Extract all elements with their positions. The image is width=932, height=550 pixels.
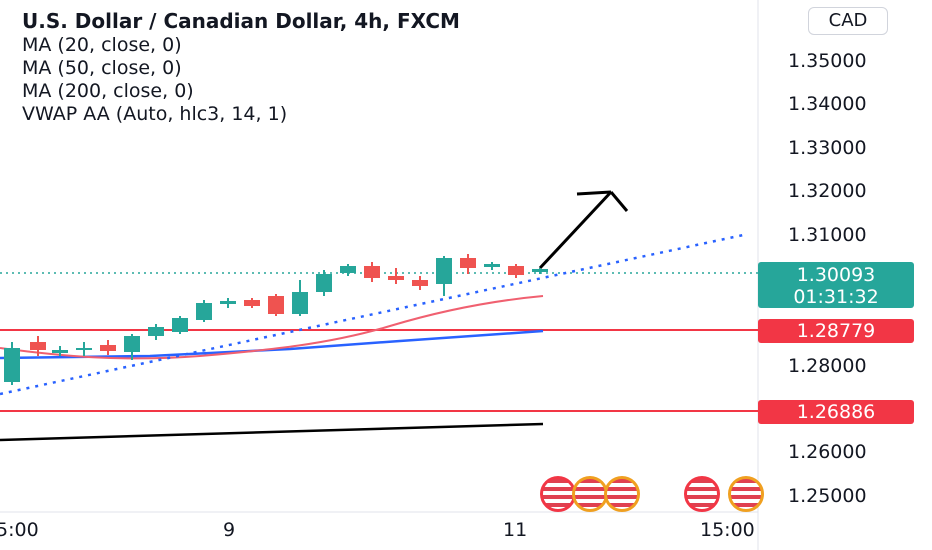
level-tag-2: 1.26886 (758, 400, 914, 424)
candle-body (460, 258, 476, 268)
currency-badge[interactable]: CAD (808, 7, 888, 35)
indicator-ma20[interactable]: MA (20, close, 0) (22, 34, 182, 56)
long-trend-line (0, 422, 544, 442)
candle-body (100, 345, 116, 351)
candle-body (532, 269, 548, 272)
current-price-value: 1.30093 (796, 264, 876, 286)
chart-legend[interactable]: U.S. Dollar / Canadian Dollar, 4h, FXCM … (22, 8, 460, 126)
projection-arrow-head-b (609, 191, 629, 212)
candle-body (220, 301, 236, 304)
candle-body (268, 296, 284, 314)
price-label: 1.26000 (788, 441, 867, 463)
candle-body (76, 348, 92, 350)
candle-body (412, 280, 428, 286)
symbol-title[interactable]: U.S. Dollar / Canadian Dollar, 4h, FXCM (22, 9, 460, 33)
time-label: 15:00 (700, 519, 755, 541)
us-flag-icon[interactable] (684, 476, 720, 512)
price-label: 1.31000 (788, 224, 867, 246)
ma-blue-line (0, 329, 544, 360)
candle-body (196, 303, 212, 320)
us-flag-icon[interactable] (540, 476, 576, 512)
time-label: 9 (223, 519, 236, 541)
indicator-vwap[interactable]: VWAP AA (Auto, hlc3, 14, 1) (22, 103, 288, 125)
price-label: 1.33000 (788, 137, 867, 159)
us-flag-icon[interactable] (604, 476, 640, 512)
bar-countdown: 01:31:32 (793, 286, 879, 308)
candle-body (436, 258, 452, 284)
time-label: 5:00 (0, 519, 39, 541)
price-label: 1.35000 (788, 50, 867, 72)
candle-body (4, 348, 20, 382)
price-label: 1.25000 (788, 485, 867, 507)
candle-body (292, 292, 308, 314)
candle-body (52, 350, 68, 353)
candle-body (172, 318, 188, 332)
ma-red-line (0, 295, 544, 360)
candle-body (364, 266, 380, 278)
projection-arrow-head-a (576, 190, 612, 196)
indicator-ma50[interactable]: MA (50, close, 0) (22, 57, 182, 79)
price-label: 1.34000 (788, 93, 867, 115)
candle-body (340, 266, 356, 273)
us-flag-icon[interactable] (572, 476, 608, 512)
level-tag-1: 1.28779 (758, 319, 914, 343)
candle-body (484, 264, 500, 267)
projection-arrow (538, 190, 613, 270)
candle-body (316, 274, 332, 292)
vwap-dotted-line (0, 232, 749, 396)
candle-body (148, 327, 164, 336)
indicator-ma200[interactable]: MA (200, close, 0) (22, 80, 194, 102)
current-price-tag: 1.30093 01:31:32 (758, 262, 914, 308)
candle-body (124, 336, 140, 352)
us-flag-icon[interactable] (728, 476, 764, 512)
candle-body (388, 276, 404, 280)
price-label: 1.32000 (788, 180, 867, 202)
time-label: 11 (503, 519, 528, 541)
price-label: 1.28000 (788, 355, 867, 377)
candle-body (30, 342, 46, 350)
candle-body (244, 300, 260, 306)
candle-body (508, 266, 524, 275)
